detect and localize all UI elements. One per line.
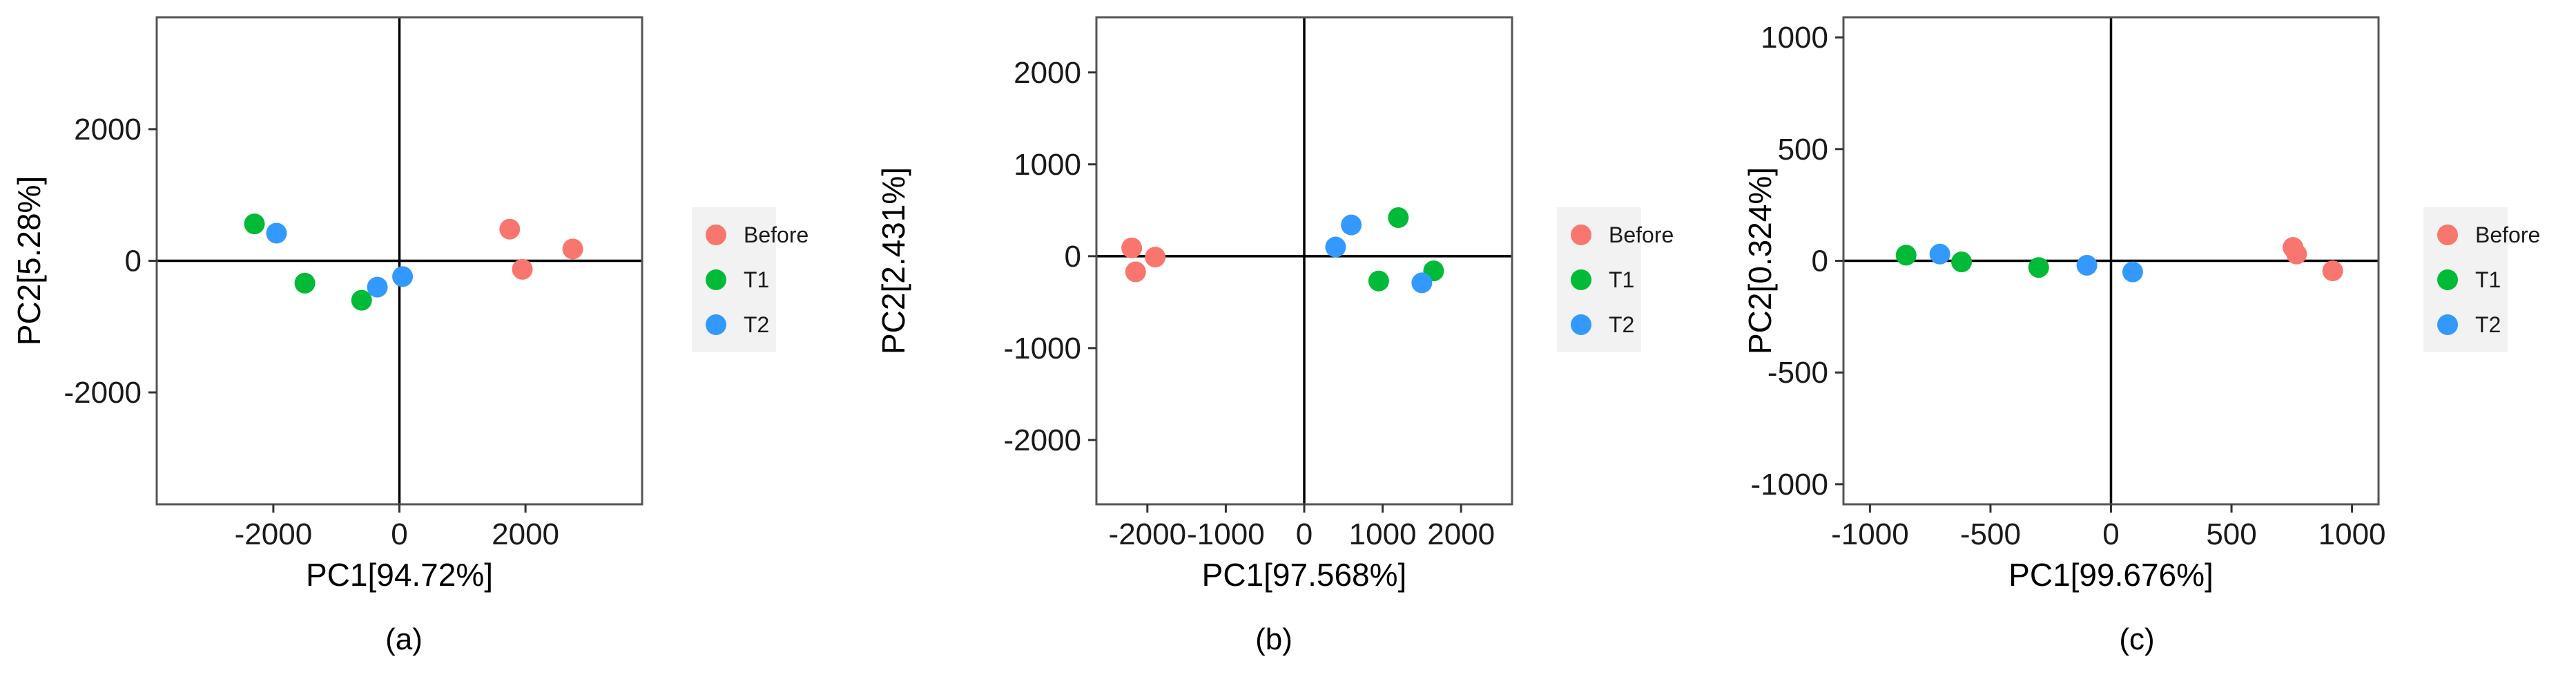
legend-label-t2: T2	[744, 312, 769, 337]
point-before	[2322, 260, 2343, 282]
point-before	[499, 218, 521, 240]
y-tick-label: -1000	[1750, 468, 1828, 502]
point-t2	[367, 276, 388, 298]
x-tick-label: 0	[1296, 517, 1313, 551]
legend: Before T1 T2	[1557, 207, 1696, 352]
y-tick-label: 2000	[74, 113, 142, 146]
panel-caption: (a)	[385, 622, 423, 656]
y-tick-label: 1000	[1761, 21, 1828, 55]
point-t2	[266, 222, 287, 244]
x-tick-label: 2000	[492, 517, 559, 551]
panel-caption: (c)	[2119, 622, 2154, 656]
point-before	[562, 238, 583, 260]
point-t2	[1341, 214, 1362, 236]
x-axis-title: PC1[94.72%]	[306, 557, 493, 593]
legend-text-area	[2508, 207, 2563, 352]
point-t1	[1388, 207, 1409, 228]
x-tick-label: 0	[391, 517, 407, 551]
y-tick-label: 0	[1065, 240, 1081, 274]
legend-label-before: Before	[744, 222, 808, 247]
y-tick-label: 2000	[1014, 56, 1081, 90]
point-t2	[2122, 261, 2143, 283]
legend: Before T1 T2	[2423, 207, 2563, 352]
y-tick-label: 0	[125, 245, 142, 278]
point-t2	[2076, 254, 2098, 276]
legend-label-t1: T1	[2475, 267, 2501, 292]
x-tick-label: 2000	[1427, 517, 1495, 551]
pca-panel-1: -2000 0 2000 -2000 0 2000 PC1[94.72%] PC2[5.28%…	[11, 16, 831, 656]
x-tick-label: 500	[2206, 517, 2256, 551]
point-before	[1121, 237, 1143, 258]
legend: Before T1 T2	[692, 207, 831, 352]
y-tick-label: 500	[1778, 133, 1828, 166]
legend-label-t2: T2	[1609, 312, 1634, 337]
x-tick-label: 1000	[1349, 517, 1417, 551]
point-before	[1145, 247, 1166, 268]
point-t1	[1895, 245, 1917, 266]
legend-key-t1	[1571, 269, 1591, 290]
point-t2	[1325, 236, 1346, 258]
legend-label-t2: T2	[2475, 312, 2501, 337]
legend-key-before	[706, 225, 726, 245]
legend-key-before	[2437, 225, 2458, 245]
legend-label-before: Before	[2475, 222, 2540, 247]
point-t2	[392, 266, 414, 287]
legend-key-t1	[706, 269, 726, 290]
x-tick-label: -1000	[1187, 517, 1265, 551]
point-t1	[1368, 270, 1389, 292]
legend-text-area	[776, 207, 831, 352]
legend-key-t2	[706, 314, 726, 335]
point-before	[2286, 243, 2307, 265]
x-tick-label: -500	[1960, 517, 2021, 551]
panel-caption: (b)	[1255, 622, 1292, 656]
point-t1	[351, 289, 372, 311]
legend-key-t1	[2437, 269, 2458, 290]
x-axis-title: PC1[99.676%]	[2008, 557, 2214, 593]
point-t2	[1411, 272, 1433, 294]
pca-panel-3: -1000 -500 0 500 1000 -1000 -500 0 500 1000 PC1[99…	[1742, 16, 2563, 656]
legend-label-t1: T1	[1609, 267, 1634, 292]
point-t1	[1951, 251, 1973, 273]
x-tick-label: -1000	[1831, 517, 1909, 551]
pca-panel-2: -2000 -1000 0 1000 2000-2000-1000010002000PC…	[875, 16, 1696, 656]
x-axis-title: PC1[97.568%]	[1202, 557, 1407, 593]
point-before	[1125, 261, 1146, 283]
point-t1	[294, 272, 316, 294]
x-tick-label: -2000	[235, 517, 313, 551]
y-axis-title: PC2[0.324%]	[1742, 167, 1778, 354]
legend-key-t2	[1571, 314, 1591, 335]
y-tick-label: 1000	[1014, 148, 1081, 182]
point-before	[512, 258, 533, 280]
x-tick-label: 1000	[2318, 517, 2386, 551]
point-t1	[2028, 257, 2049, 278]
legend-label-t1: T1	[744, 267, 769, 292]
y-tick-label: -2000	[64, 376, 142, 410]
y-tick-label: 0	[1812, 245, 1828, 278]
point-t2	[1929, 243, 1950, 265]
legend-text-area	[1641, 207, 1696, 352]
x-tick-label: -2000	[1109, 517, 1187, 551]
y-tick-label: -1000	[1003, 332, 1081, 365]
legend-label-before: Before	[1609, 222, 1674, 247]
y-axis-title: PC2[2.431%]	[875, 167, 911, 354]
point-t1	[244, 213, 265, 235]
y-tick-label: -2000	[1003, 423, 1081, 457]
y-axis-title: PC2[5.28%]	[11, 176, 47, 345]
x-tick-label: 0	[2102, 517, 2119, 551]
y-tick-label: -500	[1768, 356, 1828, 390]
legend-key-before	[1571, 225, 1591, 245]
legend-key-t2	[2437, 314, 2458, 335]
